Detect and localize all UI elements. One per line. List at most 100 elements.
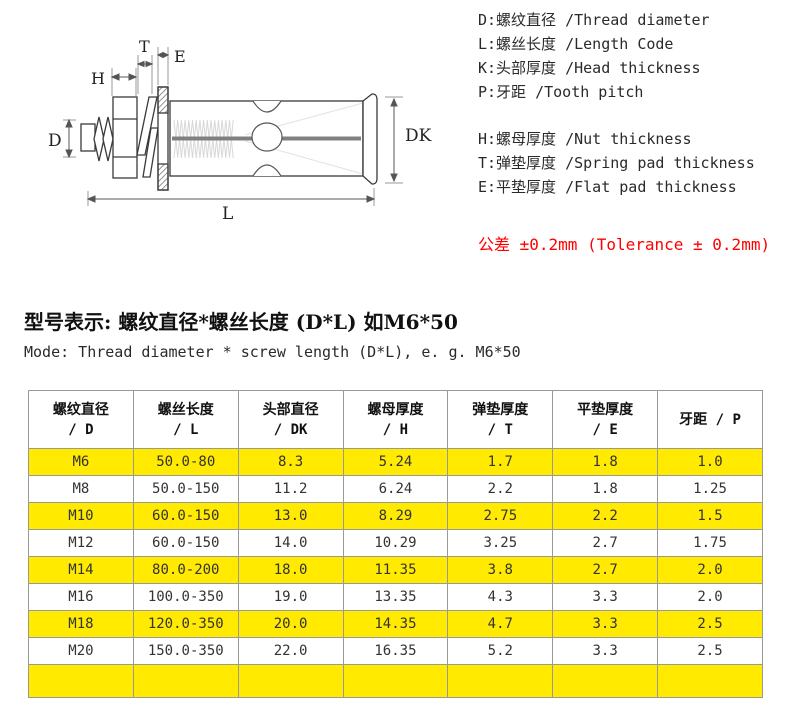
table-cell: 1.8 bbox=[552, 475, 659, 503]
table-cell: M6 bbox=[28, 448, 134, 476]
table-cell: 1.5 bbox=[657, 502, 763, 530]
table-cell: 16.35 bbox=[342, 637, 449, 665]
table-cell: 14.35 bbox=[342, 610, 449, 638]
table-cell: M16 bbox=[28, 583, 134, 611]
dim-label-t: T bbox=[139, 37, 150, 56]
table-cell bbox=[237, 664, 344, 698]
spring-washer bbox=[136, 96, 158, 156]
hex-nut bbox=[112, 96, 138, 179]
col-header-flat-pad-thickness: 平垫厚度 / E bbox=[552, 390, 659, 449]
table-cell: 1.8 bbox=[552, 448, 659, 476]
table-cell: 50.0-80 bbox=[132, 448, 239, 476]
legend-item: L:螺丝长度 /Length Code bbox=[478, 35, 674, 53]
legend-item: P:牙距 /Tooth pitch bbox=[478, 83, 644, 101]
legend-item: H:螺母厚度 /Nut thickness bbox=[478, 130, 692, 148]
table-cell: 3.3 bbox=[552, 610, 659, 638]
table-cell: 22.0 bbox=[237, 637, 344, 665]
dimension-extension-lines bbox=[63, 47, 403, 206]
legend-group-1: D:螺纹直径 /Thread diameter L:螺丝长度 /Length C… bbox=[478, 8, 755, 104]
table-row bbox=[28, 664, 763, 698]
header-zh: 螺母厚度 bbox=[367, 401, 424, 418]
table-cell: 11.2 bbox=[237, 475, 344, 503]
col-header-spring-pad-thickness: 弹垫厚度 / T bbox=[447, 390, 554, 449]
tolerance-note: 公差 ±0.2mm (Tolerance ± 0.2mm) bbox=[478, 235, 771, 254]
stud-end bbox=[80, 123, 96, 152]
table-cell: 2.2 bbox=[447, 475, 554, 503]
table-cell: 1.7 bbox=[447, 448, 554, 476]
table-cell bbox=[342, 664, 449, 698]
dim-label-d: D bbox=[48, 131, 62, 151]
table-cell: 80.0-200 bbox=[132, 556, 239, 584]
spec-table-body: M6 50.0-80 8.3 5.24 1.7 1.8 1.0 M8 50.0-150 11.2 6… bbox=[28, 448, 763, 698]
table-row: M12 60.0-150 14.0 10.29 3.25 2.7 1.75 bbox=[28, 529, 763, 557]
table-cell: 2.5 bbox=[657, 610, 763, 638]
dimension-arrows bbox=[65, 51, 398, 203]
cone-end bbox=[362, 93, 378, 185]
table-cell bbox=[28, 664, 134, 698]
header-code: / D bbox=[68, 421, 94, 438]
table-row: M16 100.0-350 19.0 13.35 4.3 3.3 2.0 bbox=[28, 583, 763, 611]
model-format-title: 型号表示: 螺纹直径*螺丝长度 (D*L) 如M6*50 bbox=[24, 310, 458, 334]
table-cell: 100.0-350 bbox=[132, 583, 239, 611]
table-cell: 2.0 bbox=[657, 556, 763, 584]
table-row: M18 120.0-350 20.0 14.35 4.7 3.3 2.5 bbox=[28, 610, 763, 638]
table-cell: 11.35 bbox=[342, 556, 449, 584]
table-cell bbox=[657, 664, 763, 698]
model-format-subtitle: Mode: Thread diameter * screw length (D*… bbox=[24, 343, 521, 361]
table-cell: 2.0 bbox=[657, 583, 763, 611]
table-cell: 150.0-350 bbox=[132, 637, 239, 665]
table-row: M8 50.0-150 11.2 6.24 2.2 1.8 1.25 bbox=[28, 475, 763, 503]
table-cell: 20.0 bbox=[237, 610, 344, 638]
table-cell: 3.3 bbox=[552, 583, 659, 611]
header-code: / L bbox=[173, 421, 199, 438]
table-row: M20 150.0-350 22.0 16.35 5.2 3.3 2.5 bbox=[28, 637, 763, 665]
table-cell: 1.75 bbox=[657, 529, 763, 557]
table-cell: 10.29 bbox=[342, 529, 449, 557]
table-cell: 8.29 bbox=[342, 502, 449, 530]
anchor-sleeve bbox=[169, 93, 378, 185]
thread-crest bbox=[93, 116, 105, 162]
bolt-diagram: D H T E DK L bbox=[48, 37, 432, 224]
table-cell: 14.0 bbox=[237, 529, 344, 557]
legend-item: E:平垫厚度 /Flat pad thickness bbox=[478, 178, 737, 196]
table-cell: M20 bbox=[28, 637, 134, 665]
header-zh: 平垫厚度 bbox=[577, 401, 634, 418]
table-row: M14 80.0-200 18.0 11.35 3.8 2.7 2.0 bbox=[28, 556, 763, 584]
col-header-screw-length: 螺丝长度 / L bbox=[132, 390, 239, 449]
table-cell: M10 bbox=[28, 502, 134, 530]
thread-crest bbox=[102, 116, 114, 162]
dim-label-dk: DK bbox=[405, 126, 432, 146]
table-cell: 1.0 bbox=[657, 448, 763, 476]
table-cell: M14 bbox=[28, 556, 134, 584]
spec-table-head: 螺纹直径 / D 螺丝长度 / L 头部直径 / DK 螺母厚度 / H 弹垫厚… bbox=[28, 390, 763, 449]
table-cell: 60.0-150 bbox=[132, 502, 239, 530]
header-code: / E bbox=[592, 421, 618, 438]
table-cell: 5.2 bbox=[447, 637, 554, 665]
table-cell: 13.0 bbox=[237, 502, 344, 530]
cutout-top bbox=[252, 100, 282, 113]
table-cell: M18 bbox=[28, 610, 134, 638]
dim-label-l: L bbox=[222, 204, 233, 224]
table-cell: 2.2 bbox=[552, 502, 659, 530]
header-code: / T bbox=[487, 421, 513, 438]
table-cell: 120.0-350 bbox=[132, 610, 239, 638]
dim-label-e: E bbox=[174, 47, 186, 66]
spec-table: 螺纹直径 / D 螺丝长度 / L 头部直径 / DK 螺母厚度 / H 弹垫厚… bbox=[28, 390, 763, 698]
table-cell: M12 bbox=[28, 529, 134, 557]
table-cell: 2.5 bbox=[657, 637, 763, 665]
col-header-thread-diameter: 螺纹直径 / D bbox=[28, 390, 134, 449]
col-header-tooth-pitch: 牙距 / P bbox=[657, 390, 763, 449]
table-cell: 2.75 bbox=[447, 502, 554, 530]
legend-group-2: H:螺母厚度 /Nut thickness T:弹垫厚度 /Spring pad… bbox=[478, 127, 755, 199]
legend-item: K:头部厚度 /Head thickness bbox=[478, 59, 701, 77]
table-cell: 3.25 bbox=[447, 529, 554, 557]
header-row: 螺纹直径 / D 螺丝长度 / L 头部直径 / DK 螺母厚度 / H 弹垫厚… bbox=[28, 390, 763, 449]
table-cell: 50.0-150 bbox=[132, 475, 239, 503]
table-cell: 18.0 bbox=[237, 556, 344, 584]
table-cell: 2.7 bbox=[552, 529, 659, 557]
table-cell: 4.3 bbox=[447, 583, 554, 611]
header-zh: 弹垫厚度 bbox=[472, 401, 529, 418]
table-cell: 2.7 bbox=[552, 556, 659, 584]
header-zh: 牙距 / P bbox=[679, 411, 741, 428]
